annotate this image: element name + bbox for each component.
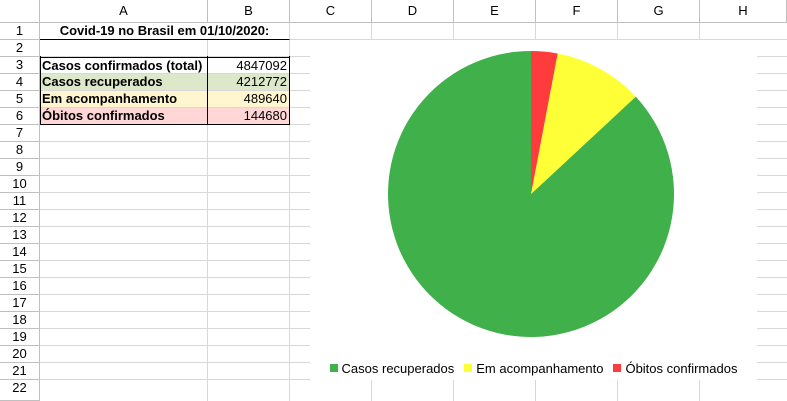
legend-label: Óbitos confirmados [625, 360, 738, 376]
cell-a5[interactable]: Em acompanhamento [40, 91, 208, 108]
pie-slice-3[interactable] [531, 51, 558, 194]
row-header-6[interactable]: 6 [0, 108, 40, 125]
cell-a1-title[interactable]: Covid-19 no Brasil em 01/10/2020: [40, 23, 290, 40]
column-header-g[interactable]: G [618, 0, 700, 23]
column-header-a[interactable]: A [40, 0, 208, 23]
column-header-f[interactable]: F [536, 0, 618, 23]
table-border [207, 56, 208, 125]
row-header-7[interactable]: 7 [0, 125, 40, 142]
row-header-10[interactable]: 10 [0, 176, 40, 193]
cell-a4[interactable]: Casos recuperados [40, 74, 208, 91]
row-header-16[interactable]: 16 [0, 278, 40, 295]
chart-legend: Casos recuperados Em acompanhamento Óbitos… [310, 360, 757, 376]
column-header-d[interactable]: D [372, 0, 454, 23]
row-header-11[interactable]: 11 [0, 193, 40, 210]
legend-item: Casos recuperados [329, 360, 455, 376]
cell-b3[interactable]: 4847092 [208, 57, 290, 74]
column-header-e[interactable]: E [454, 0, 536, 23]
row-header-12[interactable]: 12 [0, 210, 40, 227]
row-header-19[interactable]: 19 [0, 329, 40, 346]
cell-a3[interactable]: Casos confirmados (total) [40, 57, 208, 74]
row-header-15[interactable]: 15 [0, 261, 40, 278]
row-header-1[interactable]: 1 [0, 23, 40, 40]
pie-chart[interactable] [310, 40, 757, 380]
row-header-14[interactable]: 14 [0, 244, 40, 261]
table-border [289, 56, 290, 125]
cell-b6[interactable]: 144680 [208, 108, 290, 125]
row-header-21[interactable]: 21 [0, 363, 40, 380]
row-header-13[interactable]: 13 [0, 227, 40, 244]
gridline [207, 23, 208, 401]
row-header-18[interactable]: 18 [0, 312, 40, 329]
legend-item: Óbitos confirmados [613, 361, 737, 376]
column-header-b[interactable]: B [208, 0, 290, 23]
gridline [40, 39, 787, 40]
column-header-h[interactable]: H [700, 0, 787, 23]
legend-label: Casos recuperados [341, 360, 455, 376]
row-header-9[interactable]: 9 [0, 159, 40, 176]
cell-b5[interactable]: 489640 [208, 91, 290, 108]
row-header-8[interactable]: 8 [0, 142, 40, 159]
legend-swatch [613, 364, 622, 372]
select-all-corner[interactable] [0, 0, 40, 23]
cell-b4[interactable]: 4212772 [208, 74, 290, 91]
pie-chart-svg [388, 51, 674, 337]
pie-slice-2[interactable] [531, 53, 636, 194]
row-header-5[interactable]: 5 [0, 91, 40, 108]
table-border [40, 56, 41, 125]
row-header-20[interactable]: 20 [0, 346, 40, 363]
row-header-4[interactable]: 4 [0, 74, 40, 91]
legend-swatch [329, 364, 338, 372]
row-header-22[interactable]: 22 [0, 380, 40, 401]
row-header-17[interactable]: 17 [0, 295, 40, 312]
legend-item: Em acompanhamento [464, 361, 603, 376]
gridline [289, 23, 290, 401]
cell-a6[interactable]: Óbitos confirmados [40, 108, 208, 125]
legend-label: Em acompanhamento [476, 360, 604, 376]
row-header-3[interactable]: 3 [0, 57, 40, 74]
legend-swatch [464, 364, 473, 372]
table-border [40, 124, 290, 125]
column-header-c[interactable]: C [290, 0, 372, 23]
row-header-2[interactable]: 2 [0, 40, 40, 57]
